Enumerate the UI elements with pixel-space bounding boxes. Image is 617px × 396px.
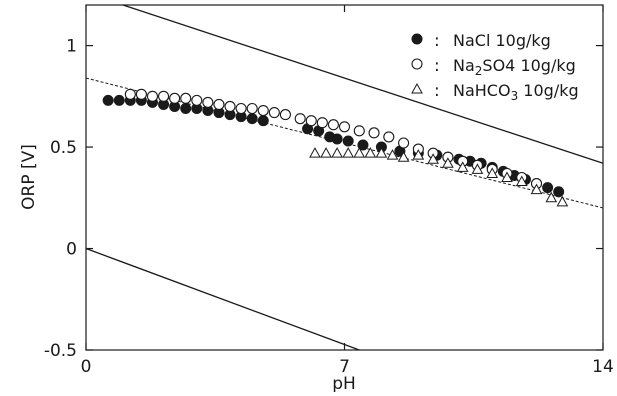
reference-line-1-solid [122, 4, 604, 164]
x-axis-label: pH [332, 374, 356, 392]
data-point [158, 90, 170, 102]
legend-separator: : [434, 81, 440, 101]
data-point [268, 107, 280, 119]
legend-label-2: Na2SO4 10g/kg [453, 56, 576, 78]
data-point [316, 117, 328, 129]
data-point [113, 94, 125, 106]
data-point [294, 113, 306, 125]
data-point [135, 88, 147, 100]
x-tick-label: 0 [81, 357, 92, 377]
data-point [427, 153, 439, 164]
legend-marker-2 [411, 58, 423, 70]
series-1 [102, 94, 565, 198]
x-tick-label: 14 [592, 357, 614, 377]
legend-label-1: NaCl 10g/kg [453, 31, 551, 50]
data-point [169, 92, 181, 104]
y-tick-label: 0 [66, 240, 77, 260]
data-point [146, 90, 159, 102]
data-markers [102, 88, 569, 207]
y-axis: -0.5 0 0.5 1 [44, 37, 603, 361]
data-point [383, 131, 395, 143]
data-point [331, 133, 343, 145]
data-point [486, 167, 499, 178]
data-point [542, 182, 554, 194]
series-3 [309, 147, 569, 207]
legend-marker-3 [411, 82, 423, 94]
data-point [102, 94, 114, 106]
data-point [235, 102, 247, 115]
data-point [398, 137, 410, 149]
data-point [213, 98, 225, 110]
data-point [556, 195, 569, 207]
data-point [353, 147, 366, 158]
y-tick-label: 0.5 [50, 138, 77, 158]
data-point [386, 149, 399, 160]
data-point [279, 109, 291, 121]
x-tick-label: 7 [339, 357, 350, 377]
data-point [257, 104, 269, 117]
legend-label-3: NaHCO3 10g/kg [453, 81, 579, 103]
data-point [456, 161, 469, 172]
data-point [553, 186, 565, 198]
data-point [180, 92, 192, 104]
data-point [353, 125, 365, 137]
data-point [501, 171, 513, 182]
series-2 [124, 88, 543, 190]
data-point [338, 121, 351, 133]
data-point [257, 115, 269, 127]
data-point [331, 147, 343, 158]
data-point [397, 151, 410, 162]
data-point [309, 147, 321, 158]
data-point [342, 135, 354, 147]
reference-line-2-solid [85, 247, 360, 351]
data-point [545, 191, 558, 203]
y-tick-label: 1 [66, 37, 77, 57]
data-point [342, 147, 355, 158]
data-point [191, 94, 203, 106]
legend-separator: : [434, 31, 440, 51]
data-point [224, 100, 236, 113]
data-point [327, 119, 339, 131]
data-point [305, 115, 317, 127]
y-axis-label: ORP [V] [19, 144, 39, 210]
legend: : NaCl 10g/kg: Na2SO4 10g/kg: NaHCO3 10g/kg [411, 31, 579, 103]
data-point [246, 113, 258, 125]
data-point [246, 102, 258, 115]
data-point [357, 139, 369, 151]
data-point [471, 163, 484, 174]
data-point [180, 103, 192, 114]
data-point [412, 149, 425, 160]
data-point [530, 183, 543, 195]
data-point [515, 175, 528, 187]
data-point [124, 88, 136, 100]
data-point [368, 127, 380, 139]
x-axis: 0 7 14 [81, 5, 614, 377]
data-point [375, 147, 388, 158]
data-point [202, 96, 214, 108]
data-point [442, 157, 454, 168]
data-point [320, 147, 332, 158]
y-tick-label: -0.5 [44, 341, 77, 361]
legend-separator: : [434, 56, 440, 76]
legend-marker-1 [411, 33, 423, 45]
data-point [364, 147, 377, 158]
